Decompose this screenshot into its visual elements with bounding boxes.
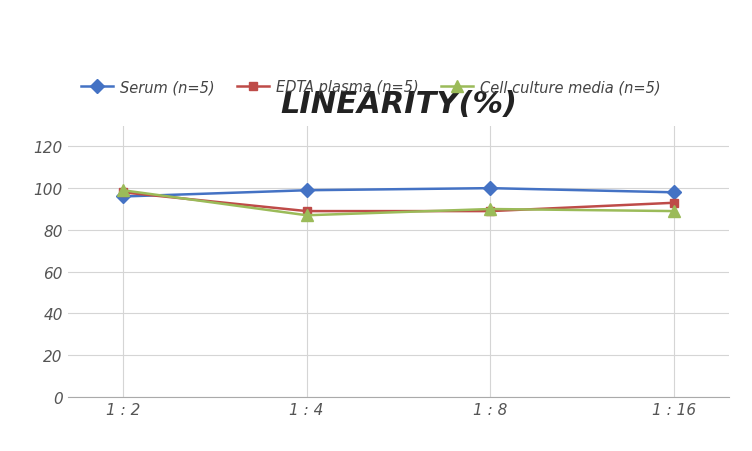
Line: EDTA plasma (n=5): EDTA plasma (n=5) <box>119 189 678 216</box>
Cell culture media (n=5) <box>486 207 495 212</box>
Line: Serum (n=5): Serum (n=5) <box>118 184 679 202</box>
EDTA plasma (n=5) <box>302 209 311 214</box>
EDTA plasma (n=5) <box>670 201 679 206</box>
EDTA plasma (n=5) <box>486 209 495 214</box>
Legend: Serum (n=5), EDTA plasma (n=5), Cell culture media (n=5): Serum (n=5), EDTA plasma (n=5), Cell cul… <box>75 74 666 101</box>
Line: Cell culture media (n=5): Cell culture media (n=5) <box>117 185 680 221</box>
Cell culture media (n=5) <box>118 188 127 193</box>
Cell culture media (n=5) <box>670 209 679 214</box>
EDTA plasma (n=5) <box>118 190 127 196</box>
Title: LINEARITY(%): LINEARITY(%) <box>280 89 517 119</box>
Cell culture media (n=5) <box>302 213 311 218</box>
Serum (n=5) <box>486 186 495 191</box>
Serum (n=5) <box>302 188 311 193</box>
Serum (n=5) <box>670 190 679 196</box>
Serum (n=5) <box>118 194 127 200</box>
